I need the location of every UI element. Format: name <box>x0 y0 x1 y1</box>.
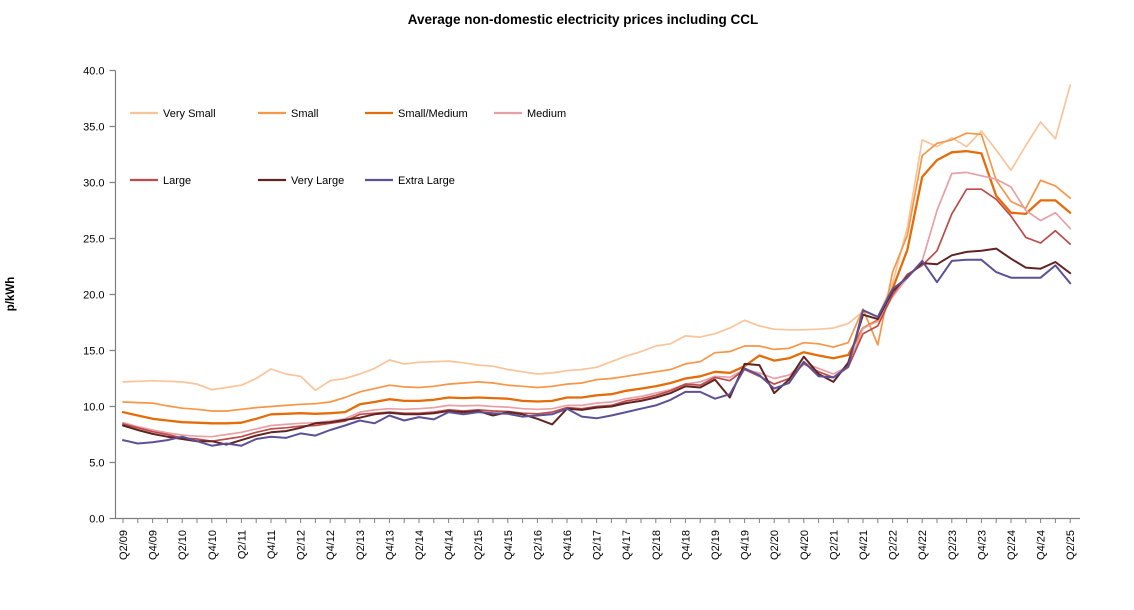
x-axis-tick-label: Q2/09 <box>118 530 130 560</box>
y-axis-tick-label: 10.0 <box>83 402 104 414</box>
y-axis-tick-label: 20.0 <box>83 290 104 302</box>
x-axis-tick-label: Q2/11 <box>236 530 248 559</box>
x-axis-tick-label: Q4/24 <box>1036 530 1048 560</box>
legend-item-very-large: Very Large <box>258 175 344 187</box>
x-axis-tick-label: Q4/20 <box>799 530 811 560</box>
y-axis-tick-label: 40.0 <box>83 66 104 78</box>
x-axis-tick-label: Q2/10 <box>177 530 189 560</box>
x-axis-tick-label: Q4/13 <box>384 530 396 560</box>
x-axis-tick-label: Q2/17 <box>592 530 604 560</box>
x-axis-tick-label: Q4/15 <box>503 530 515 560</box>
legend-label-medium: Medium <box>527 108 566 120</box>
x-axis-tick-label: Q2/18 <box>651 530 663 560</box>
legend-item-medium: Medium <box>494 108 566 120</box>
x-axis-tick-label: Q2/15 <box>473 530 485 560</box>
chart-legend: Very Small Small Small/Medium Medium Large Ve… <box>130 108 566 187</box>
x-axis-tick-label: Q2/22 <box>888 530 900 560</box>
y-axis-tick-label: 15.0 <box>83 346 104 358</box>
x-axis-tick-label: Q2/23 <box>947 530 959 560</box>
x-axis-tick-label: Q4/22 <box>917 530 929 560</box>
series-line-small <box>122 132 1072 412</box>
series-line-small-medium <box>121 149 1072 425</box>
x-axis-tick-label: Q4/16 <box>562 530 574 560</box>
x-axis-tick-label: Q2/21 <box>828 530 840 560</box>
legend-item-small: Small <box>258 108 319 120</box>
x-axis-tick-label: Q2/24 <box>1006 530 1018 560</box>
x-axis-tick-label: Q2/13 <box>355 530 367 560</box>
x-axis-tick-label: Q4/23 <box>976 530 988 560</box>
series-line-extra-large <box>122 258 1072 447</box>
x-axis-tick-label: Q2/19 <box>710 530 722 560</box>
legend-label-small-medium: Small/Medium <box>398 108 468 120</box>
x-axis-tick-label: Q4/21 <box>858 530 870 560</box>
legend-label-large: Large <box>163 175 191 187</box>
chart-title: Average non-domestic electricity prices … <box>408 12 759 27</box>
x-axis-tick-label: Q2/25 <box>1065 530 1077 560</box>
plot-series <box>121 84 1072 447</box>
x-axis-tick-label: Q4/10 <box>207 530 219 560</box>
x-axis-tick-label: Q2/16 <box>532 530 544 560</box>
series-line-medium <box>122 171 1072 438</box>
x-axis-tick-label: Q2/12 <box>296 530 308 560</box>
y-axis-title: p/kWh <box>5 277 17 312</box>
x-axis: Q2/09 Q4/09 Q2/10 Q4/10 Q2/11 Q4/11 Q2/12 Q4/12… <box>115 517 1080 560</box>
y-axis-tick-label: 25.0 <box>83 234 104 246</box>
y-axis-tick-label: 0.0 <box>89 514 104 526</box>
x-axis-tick-label: Q4/19 <box>740 530 752 560</box>
y-axis-tick-label: 5.0 <box>89 458 104 470</box>
legend-item-small-medium: Small/Medium <box>365 108 468 120</box>
series-line-very-small <box>122 84 1072 392</box>
x-axis-tick-label: Q2/14 <box>414 530 426 560</box>
y-axis-tick-label: 30.0 <box>83 178 104 190</box>
legend-label-very-small: Very Small <box>163 108 216 120</box>
legend-label-small: Small <box>291 108 319 120</box>
y-axis: 0.0 5.0 10.0 15.0 20.0 25.0 30.0 35.0 40.0 <box>83 66 117 526</box>
legend-item-large: Large <box>130 175 191 187</box>
x-axis-tick-label: Q2/20 <box>769 530 781 560</box>
legend-label-very-large: Very Large <box>291 175 344 187</box>
legend-label-extra-large: Extra Large <box>398 175 455 187</box>
x-axis-tick-label: Q4/18 <box>680 530 692 560</box>
x-axis-tick-label: Q4/17 <box>621 530 633 560</box>
x-axis-tick-label: Q4/11 <box>266 530 278 559</box>
x-axis-tick-label: Q4/09 <box>148 530 160 560</box>
legend-item-extra-large: Extra Large <box>365 175 455 187</box>
x-axis-tick-label: Q4/12 <box>325 530 337 560</box>
x-axis-tick-label: Q4/14 <box>444 530 456 560</box>
legend-item-very-small: Very Small <box>130 108 216 120</box>
y-axis-tick-label: 35.0 <box>83 122 104 134</box>
